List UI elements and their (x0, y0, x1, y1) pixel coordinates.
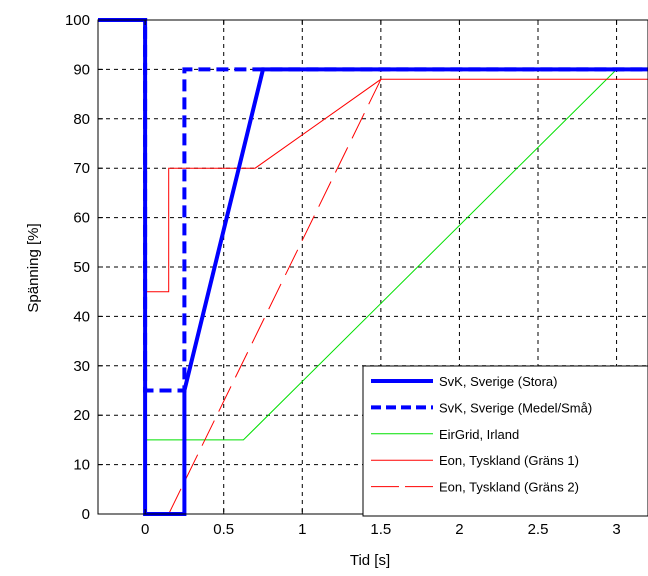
y-tick-label: 20 (73, 407, 90, 424)
x-axis-label: Tid [s] (350, 552, 390, 569)
legend: SvK, Sverige (Stora) SvK, Sverige (Medel/… (362, 365, 648, 517)
series-line-4 (168, 79, 382, 515)
x-tick-label: 1.5 (370, 521, 391, 538)
y-tick-label: 0 (82, 506, 90, 523)
legend-entry: SvK, Sverige (Medel/Små) (439, 400, 592, 415)
y-tick-label: 100 (65, 12, 90, 29)
legend-entry: SvK, Sverige (Stora) (439, 374, 558, 389)
x-tick-label: 0 (141, 521, 149, 538)
y-tick-label: 30 (73, 358, 90, 375)
y-tick-label: 40 (73, 308, 90, 325)
x-tick-label: 2 (455, 521, 463, 538)
y-tick-label: 10 (73, 457, 90, 474)
y-axis-label: Spänning [%] (25, 223, 42, 312)
x-tick-label: 0.5 (213, 521, 234, 538)
y-tick-label: 90 (73, 61, 90, 78)
x-tick-label: 1 (298, 521, 306, 538)
legend-entry: EirGrid, Irland (439, 427, 519, 442)
y-tick-label: 50 (73, 259, 90, 276)
legend-entry: Eon, Tyskland (Gräns 1) (439, 453, 579, 468)
legend-box (362, 365, 648, 517)
y-tick-label: 60 (73, 210, 90, 227)
y-tick-label: 80 (73, 111, 90, 128)
x-tick-label: 2.5 (528, 521, 549, 538)
x-tick-label: 3 (612, 521, 620, 538)
legend-entry: Eon, Tyskland (Gräns 2) (439, 480, 579, 495)
y-tick-label: 70 (73, 160, 90, 177)
